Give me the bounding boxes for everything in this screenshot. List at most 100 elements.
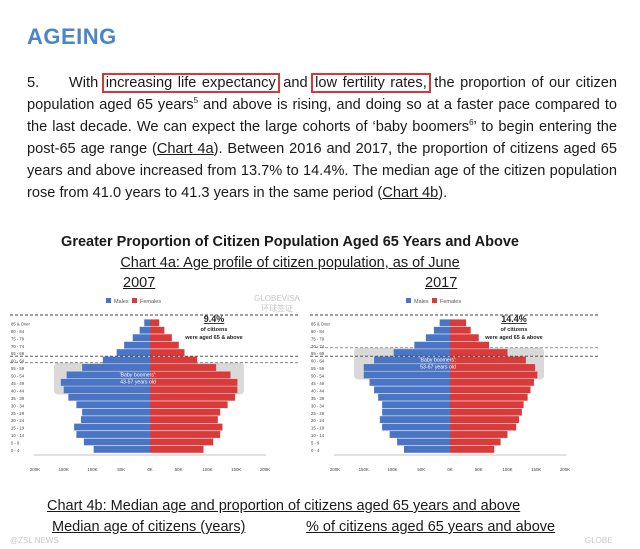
- female-bar: [450, 438, 501, 446]
- highlight-fertility-rates: low fertility rates,: [311, 73, 431, 93]
- x-tick-label: 200K: [30, 467, 40, 472]
- legend-females-swatch: [432, 298, 437, 303]
- x-tick-label: 100K: [387, 467, 397, 472]
- age-tick-label: 40 - 44: [11, 388, 25, 393]
- pyramid-2017-svg: Males Females 0 - 4 5 - 9 10 - 14 15 - 19 20 -…: [310, 298, 598, 472]
- female-bar: [450, 423, 517, 431]
- age-tick-label: 85 & Over: [11, 321, 30, 326]
- age-tick-label: 80 - 84: [311, 329, 325, 334]
- female-bar: [450, 319, 467, 327]
- male-bar: [425, 334, 450, 342]
- female-bar: [150, 371, 231, 379]
- annotation-pct: 14.4%: [501, 314, 527, 324]
- age-tick-label: 45 - 49: [311, 381, 325, 386]
- watermark-line2: 环球签证: [261, 304, 293, 313]
- male-bar: [433, 326, 450, 334]
- age-tick-label: 35 - 39: [11, 396, 25, 401]
- chart-4b-title: Chart 4b: Median age and proportion of c…: [47, 498, 521, 514]
- chart-4b-col-pct-65: % of citizens aged 65 years and above: [306, 519, 556, 535]
- pyramid-2007: Males Females 0 - 4 5 - 9 10 - 14 15 - 19 20 -…: [2, 293, 300, 479]
- female-bar: [150, 341, 179, 349]
- baby-boomers-label: 'Baby boomers':: [120, 373, 157, 379]
- male-bar: [132, 334, 150, 342]
- legend-females-swatch: [132, 298, 137, 303]
- x-tick-label: 150K: [59, 467, 69, 472]
- x-tick-label: 200K: [560, 467, 570, 472]
- male-bar: [404, 445, 450, 453]
- male-bar: [374, 386, 450, 394]
- footer-watermark-left: @ZSL NEWS: [10, 536, 59, 545]
- annotation-line1: of citizens: [201, 327, 228, 333]
- female-bar: [150, 431, 221, 438]
- female-bar: [450, 408, 522, 416]
- female-bar: [450, 401, 524, 409]
- female-bar: [450, 431, 508, 438]
- footnote-6[interactable]: 6: [469, 118, 474, 128]
- age-tick-label: 5 - 9: [11, 441, 20, 446]
- baby-boomers-label: 'Baby boomers':: [420, 358, 457, 364]
- para-text: and: [277, 75, 314, 91]
- x-tick-label: 150K: [359, 467, 369, 472]
- male-bar: [76, 401, 150, 409]
- male-bar: [369, 378, 450, 386]
- male-bar: [382, 408, 450, 416]
- x-tick-label: 200K: [260, 467, 270, 472]
- legend-females-label: Females: [140, 299, 161, 305]
- paragraph-5: 5. With increasing life expectancy and lo…: [27, 72, 617, 204]
- chart-title: Greater Proportion of Citizen Population…: [61, 234, 519, 250]
- female-bar: [450, 356, 526, 364]
- age-tick-label: 15 - 19: [311, 426, 325, 431]
- age-tick-label: 60 - 64: [311, 359, 325, 364]
- watermark-line1: GLOBEVISA: [254, 294, 300, 303]
- male-bar: [397, 438, 450, 446]
- age-tick-label: 15 - 19: [11, 426, 25, 431]
- male-bar: [68, 393, 150, 401]
- age-tick-label: 5 - 9: [311, 441, 320, 446]
- x-tick-label: 150K: [231, 467, 241, 472]
- female-bar: [450, 393, 528, 401]
- annotation-line2: were aged 65 & above: [184, 335, 242, 341]
- para-text: the proportion of our citizen population…: [27, 75, 618, 113]
- age-tick-label: 0 - 4: [11, 448, 20, 453]
- x-tick-label: 200K: [330, 467, 340, 472]
- age-tick-label: 0 - 4: [311, 448, 320, 453]
- male-bar: [116, 349, 150, 357]
- female-bar: [450, 341, 490, 349]
- female-bar: [150, 401, 228, 409]
- para-text: and above is rising, and doing so at a f…: [27, 97, 617, 135]
- chart-4b-col-median-age: Median age of citizens (years): [52, 519, 246, 535]
- legend-males-label: Males: [414, 299, 429, 305]
- male-bar: [144, 319, 150, 327]
- female-bar: [150, 349, 185, 357]
- age-tick-label: 80 - 84: [11, 329, 25, 334]
- female-bar: [150, 378, 238, 386]
- age-tick-label: 20 - 24: [311, 418, 325, 423]
- chart-subtitle: Chart 4a: Age profile of citizen populat…: [120, 255, 460, 271]
- legend-females-label: Females: [440, 299, 461, 305]
- chart-4a-link[interactable]: Chart 4a: [156, 141, 214, 157]
- female-bar: [150, 423, 223, 431]
- pyramid-2017: Males Females 0 - 4 5 - 9 10 - 14 15 - 19 20 -…: [302, 293, 600, 479]
- male-bar: [374, 356, 450, 364]
- female-bar: [150, 319, 160, 327]
- male-bar: [363, 364, 450, 371]
- para-text: ’ to begin entering the post-65 age rang…: [27, 119, 617, 157]
- female-bar: [150, 364, 217, 371]
- chart-4b-link[interactable]: Chart 4b: [382, 185, 439, 201]
- x-tick-label: 50K: [417, 467, 425, 472]
- female-bar: [450, 326, 471, 334]
- male-bar: [393, 349, 450, 357]
- female-bar: [450, 386, 531, 394]
- male-bar: [102, 356, 150, 364]
- male-bar: [83, 438, 150, 446]
- legend-males-swatch: [406, 298, 411, 303]
- age-tick-label: 75 - 79: [11, 336, 25, 341]
- female-bar: [150, 408, 221, 416]
- female-bar: [150, 393, 236, 401]
- footnote-5[interactable]: 5: [193, 96, 199, 106]
- age-tick-label: 65 - 69: [311, 351, 325, 356]
- age-tick-label: 10 - 14: [311, 433, 325, 438]
- female-bar: [450, 416, 519, 424]
- male-bar: [382, 401, 450, 409]
- age-tick-label: 30 - 34: [11, 403, 25, 408]
